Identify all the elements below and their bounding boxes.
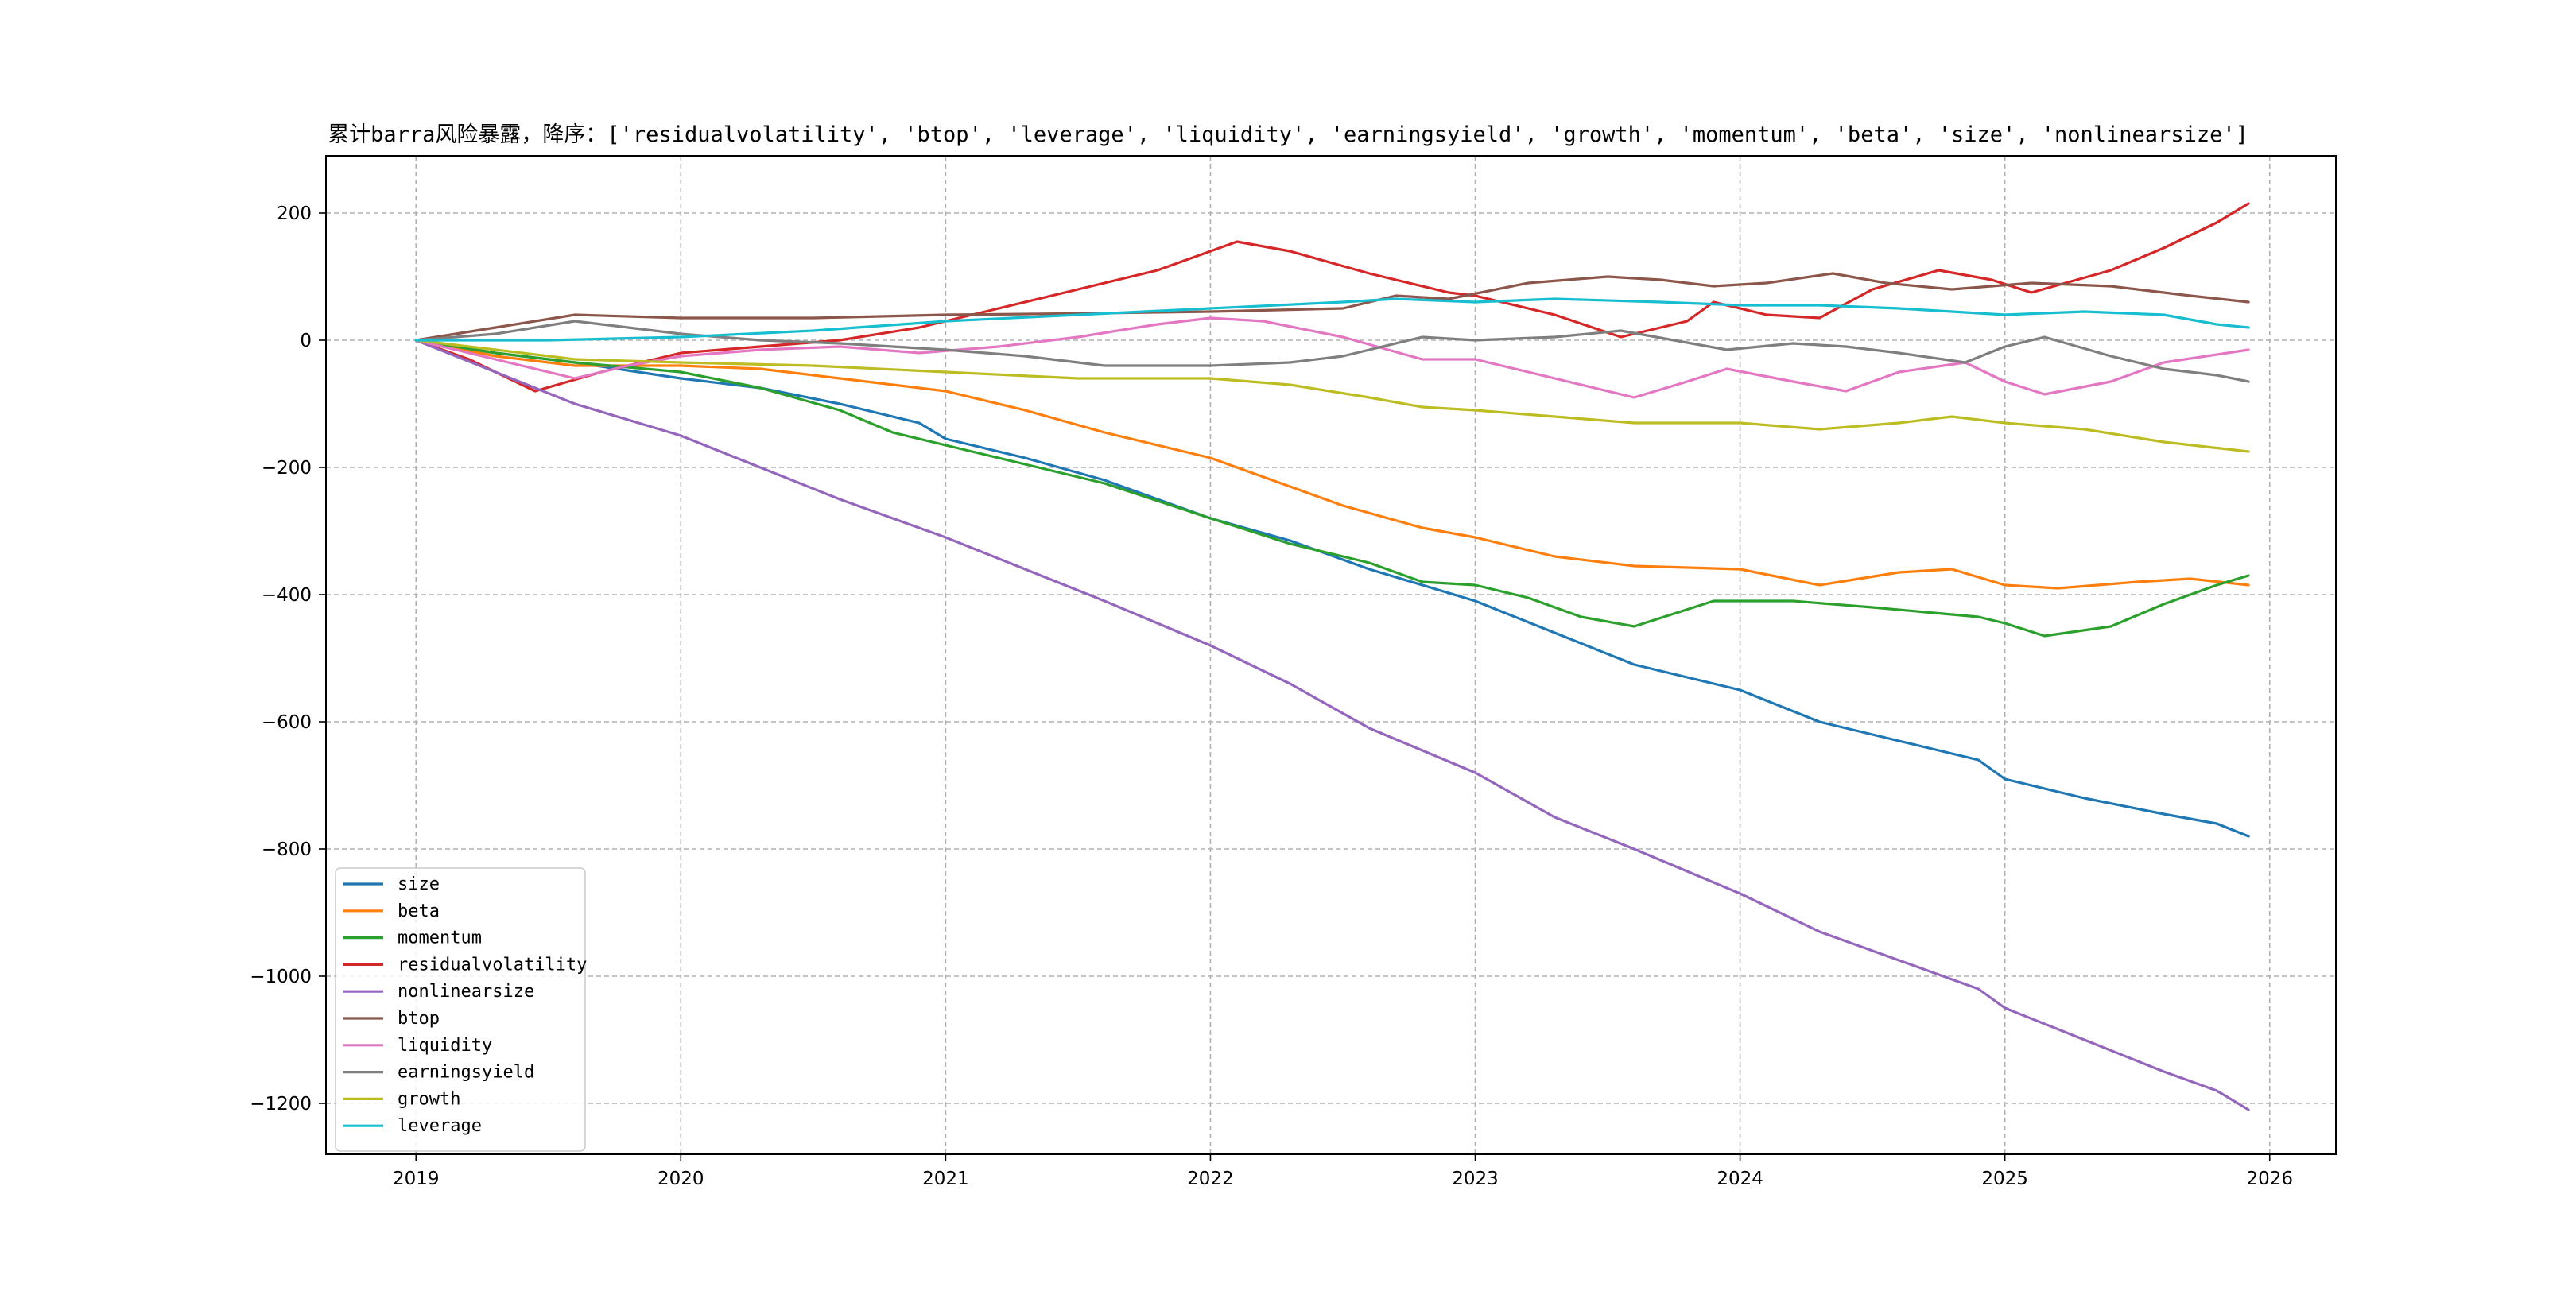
legend-box	[335, 867, 586, 1152]
legend-label-earningsyield: earningsyield	[398, 1063, 534, 1083]
x-tick-label: 2026	[2246, 1169, 2293, 1189]
axes: 2019 2020 2021 2022 2023 2024 2025 2026 200 0 −200…	[250, 204, 2293, 1189]
series-line-leverage	[414, 297, 2250, 342]
grid	[326, 156, 2336, 1154]
series-line-momentum	[414, 339, 2250, 638]
x-tick-label: 2020	[658, 1169, 704, 1189]
y-tick-label: −1200	[250, 1094, 312, 1115]
legend-label-nonlinearsize: nonlinearsize	[398, 982, 534, 1002]
legend-label-size: size	[398, 874, 440, 894]
legend-label-growth: growth	[398, 1089, 460, 1109]
series-line-beta	[414, 339, 2250, 590]
legend-label-beta: beta	[398, 901, 440, 921]
series-lines	[414, 202, 2250, 1111]
x-tick-label: 2024	[1717, 1169, 1763, 1189]
legend-label-btop: btop	[398, 1009, 440, 1029]
series-line-growth	[414, 339, 2250, 453]
series-line-nonlinearsize	[414, 339, 2250, 1111]
y-tick-label: −600	[262, 712, 312, 733]
x-tick-label: 2022	[1187, 1169, 1234, 1189]
legend-label-residualvolatility: residualvolatility	[398, 955, 587, 975]
legend-label-leverage: leverage	[398, 1116, 482, 1136]
legend-label-momentum: momentum	[398, 929, 482, 948]
y-tick-label: 200	[277, 204, 312, 224]
y-tick-label: −200	[262, 458, 312, 479]
legend-label-liquidity: liquidity	[398, 1036, 492, 1056]
chart-title: 累计barra风险暴露，降序：['residualvolatility', 'b…	[328, 122, 2248, 147]
plot-frame	[325, 155, 2337, 1155]
y-tick-label: 0	[300, 331, 312, 351]
y-tick-label: −1000	[250, 967, 312, 987]
x-tick-label: 2023	[1452, 1169, 1499, 1189]
series-line-liquidity	[414, 316, 2250, 399]
series-line-earningsyield	[414, 320, 2250, 383]
y-tick-label: −400	[262, 585, 312, 606]
x-tick-label: 2025	[1981, 1169, 2028, 1189]
x-tick-label: 2021	[922, 1169, 969, 1189]
series-line-btop	[414, 272, 2250, 342]
series-line-residualvolatility	[414, 202, 2250, 393]
x-tick-label: 2019	[393, 1169, 440, 1189]
y-tick-label: −800	[262, 839, 312, 860]
legend: size beta momentum residualvolatility nonlin…	[335, 867, 587, 1152]
